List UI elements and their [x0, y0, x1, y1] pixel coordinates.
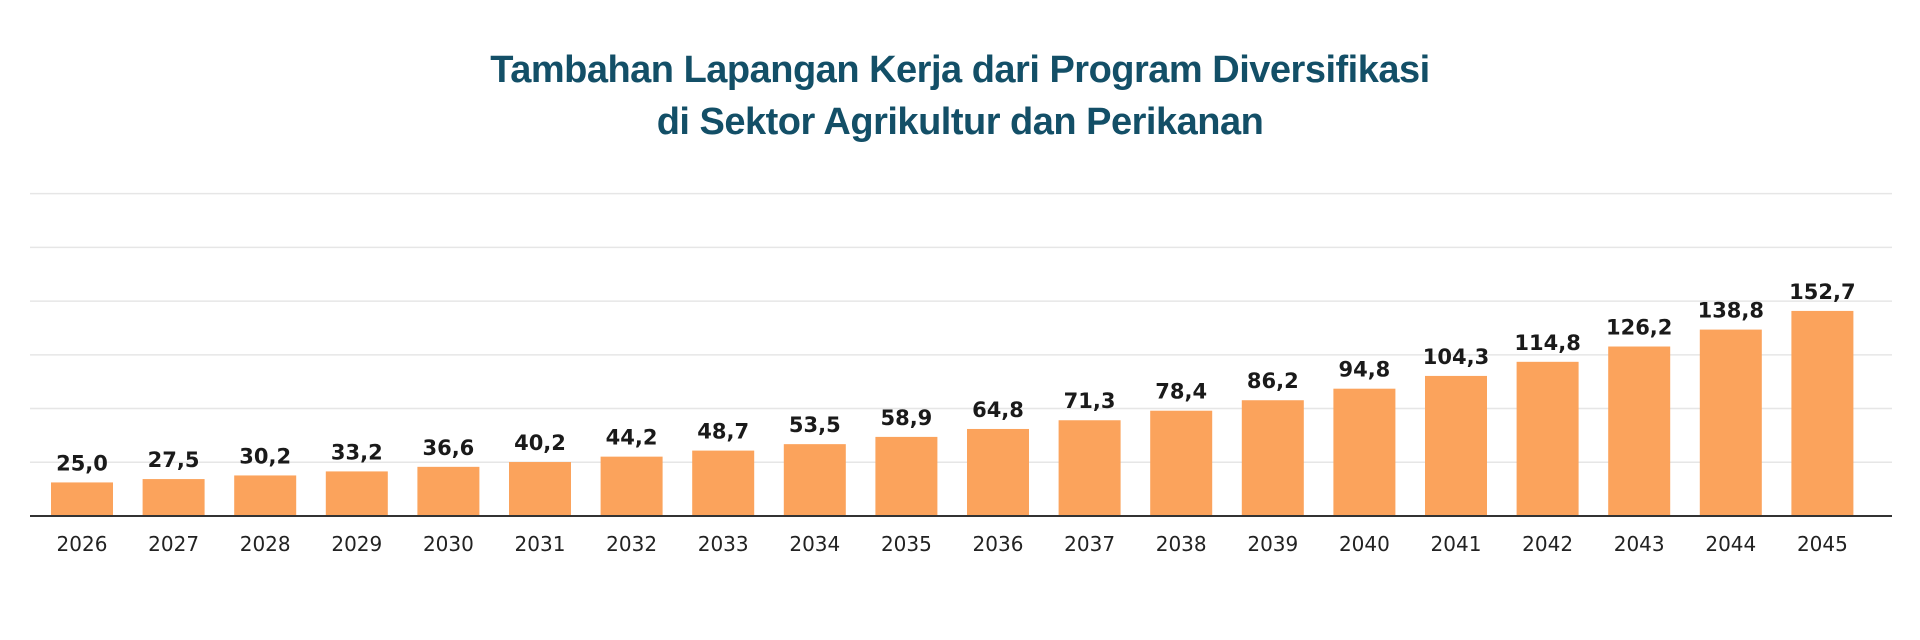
- bar-2041: [1425, 375, 1487, 516]
- x-tick-label-2041: 2041: [1431, 532, 1482, 556]
- x-tick-label-2028: 2028: [240, 532, 291, 556]
- bar-2042: [1516, 361, 1579, 516]
- bar-2031: [509, 462, 571, 516]
- x-tick-label-2034: 2034: [789, 532, 840, 556]
- x-tick-label-2033: 2033: [698, 532, 749, 556]
- data-label-2038: 78,4: [1155, 380, 1207, 404]
- bar-2038: [1150, 410, 1213, 516]
- data-label-2043: 126,2: [1606, 316, 1672, 340]
- bar-2035: [875, 436, 938, 516]
- data-label-2032: 44,2: [606, 426, 658, 450]
- bar-2043: [1608, 346, 1671, 516]
- bar-2028: [234, 475, 297, 516]
- bar-2045: [1791, 310, 1854, 516]
- bar-2033: [692, 450, 755, 516]
- data-label-2045: 152,7: [1789, 280, 1855, 304]
- data-label-2035: 58,9: [880, 406, 932, 430]
- bar-2026: [51, 482, 113, 516]
- data-label-2036: 64,8: [972, 398, 1024, 422]
- data-label-2033: 48,7: [697, 420, 749, 444]
- data-label-2034: 53,5: [789, 413, 841, 437]
- bar-2036: [967, 428, 1029, 516]
- x-tick-label-2027: 2027: [148, 532, 199, 556]
- data-label-2044: 138,8: [1698, 299, 1764, 323]
- bar-2044: [1699, 329, 1762, 516]
- data-label-2028: 30,2: [239, 444, 291, 468]
- x-tick-label-2026: 2026: [57, 532, 108, 556]
- bar-2037: [1058, 420, 1121, 516]
- data-label-2041: 104,3: [1423, 345, 1489, 369]
- x-tick-label-2031: 2031: [515, 532, 566, 556]
- bar-2039: [1241, 400, 1304, 516]
- data-label-2027: 27,5: [148, 448, 200, 472]
- data-label-2030: 36,6: [422, 436, 474, 460]
- x-tick-label-2030: 2030: [423, 532, 474, 556]
- bar-2032: [600, 456, 663, 516]
- bar-2029: [325, 471, 388, 516]
- x-tick-label-2042: 2042: [1522, 532, 1573, 556]
- bar-2030: [417, 466, 480, 516]
- data-label-2031: 40,2: [514, 431, 566, 455]
- data-label-2040: 94,8: [1338, 358, 1390, 382]
- x-tick-label-2044: 2044: [1705, 532, 1756, 556]
- x-tick-label-2040: 2040: [1339, 532, 1390, 556]
- chart-title-line-2: di Sektor Agrikultur dan Perikanan: [656, 101, 1264, 143]
- x-tick-label-2045: 2045: [1797, 532, 1848, 556]
- data-label-2037: 71,3: [1064, 389, 1116, 413]
- data-label-2042: 114,8: [1514, 331, 1580, 355]
- data-label-2039: 86,2: [1247, 369, 1299, 393]
- x-tick-label-2038: 2038: [1156, 532, 1207, 556]
- x-tick-label-2035: 2035: [881, 532, 932, 556]
- data-label-2026: 25,0: [56, 451, 108, 475]
- x-tick-label-2032: 2032: [606, 532, 657, 556]
- chart-title: Tambahan Lapangan Kerja dari Program Div…: [0, 44, 1920, 148]
- x-tick-label-2037: 2037: [1064, 532, 1115, 556]
- x-tick-label-2043: 2043: [1614, 532, 1665, 556]
- x-tick-label-2039: 2039: [1247, 532, 1298, 556]
- data-label-2029: 33,2: [331, 440, 383, 464]
- bar-2034: [783, 444, 846, 516]
- bar-2027: [142, 479, 205, 516]
- x-tick-label-2036: 2036: [973, 532, 1024, 556]
- bar-2040: [1333, 388, 1396, 516]
- x-tick-label-2029: 2029: [331, 532, 382, 556]
- chart-title-line-1: Tambahan Lapangan Kerja dari Program Div…: [490, 49, 1430, 91]
